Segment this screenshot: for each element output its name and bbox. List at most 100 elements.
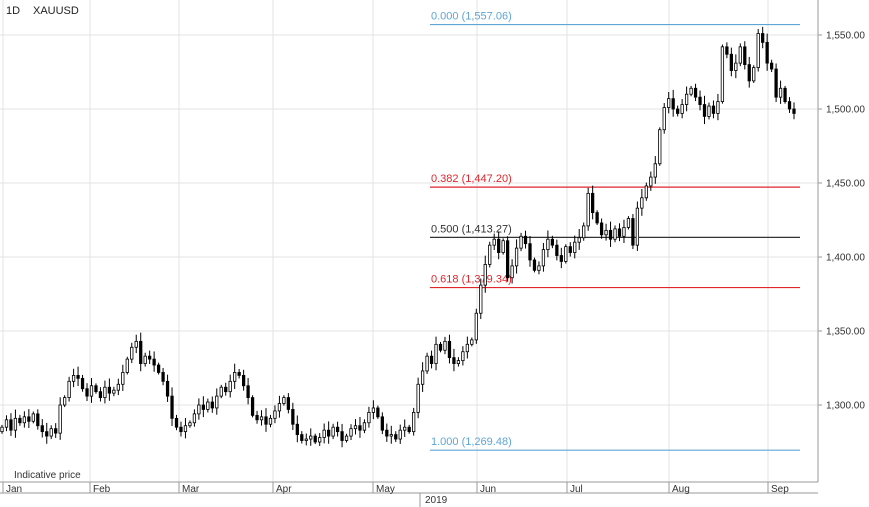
candle-body xyxy=(564,246,568,262)
candle-body xyxy=(259,416,264,421)
x-tick-label: Apr xyxy=(276,484,292,495)
candle-body xyxy=(425,355,429,372)
candle-body xyxy=(322,429,326,438)
candle-body xyxy=(738,46,742,64)
candle-body xyxy=(734,62,738,71)
candle-body xyxy=(684,93,689,105)
candle-body xyxy=(546,238,550,251)
candle-body xyxy=(385,429,389,437)
candle-body xyxy=(456,360,461,364)
candle-body xyxy=(725,46,729,55)
candle-body xyxy=(662,107,666,131)
candle-body xyxy=(219,386,223,397)
x-tick-label: Jan xyxy=(6,484,22,495)
candle-body xyxy=(174,417,179,428)
candle-body xyxy=(188,422,192,427)
x-axis: Jan Feb Mar Apr May Jun Jul Aug Sep xyxy=(0,481,818,507)
candle-body xyxy=(152,358,156,366)
candle-body xyxy=(327,429,331,437)
candle-body xyxy=(215,395,219,409)
candle-body xyxy=(85,388,89,397)
candle-body xyxy=(501,240,505,253)
candle-body xyxy=(340,431,344,441)
candle-body xyxy=(434,343,438,364)
candle-body xyxy=(246,385,250,399)
candle-body xyxy=(367,411,371,424)
candle-body xyxy=(586,192,590,227)
y-grid xyxy=(0,34,818,406)
x-tick-label: Jun xyxy=(480,484,496,495)
candle-body xyxy=(250,397,255,416)
candle-body xyxy=(304,438,308,441)
fibonacci-levels: 0.000 (1,557.06) 0.382 (1,447.20) 0.500 (1… xyxy=(430,11,800,451)
candle-body xyxy=(9,419,13,431)
candle-body xyxy=(161,372,165,382)
candle-body xyxy=(429,355,434,364)
candle-body xyxy=(752,67,756,82)
candle-body xyxy=(407,426,411,433)
candle-body xyxy=(693,87,698,98)
candle-body xyxy=(71,374,76,382)
candle-body xyxy=(555,244,559,256)
candle-body xyxy=(4,419,9,428)
candle-body xyxy=(331,426,335,437)
candle-body xyxy=(103,386,107,398)
candle-body xyxy=(465,343,469,353)
candle-body xyxy=(192,413,197,424)
candle-body xyxy=(156,364,161,373)
candle-body xyxy=(241,374,246,387)
fib-label: 0.382 (1,447.20) xyxy=(431,173,512,185)
fib-label: 1.000 (1,269.48) xyxy=(431,436,512,448)
candle-body xyxy=(31,413,35,422)
candle-body xyxy=(183,425,188,433)
candle-body xyxy=(224,386,228,393)
candle-body xyxy=(134,340,138,348)
candle-body xyxy=(626,218,631,228)
candle-body xyxy=(13,417,18,431)
y-tick-label: 1,400.00 xyxy=(826,253,865,264)
candle-body xyxy=(49,428,53,437)
candle-body xyxy=(139,340,143,364)
fib-label: 0.000 (1,557.06) xyxy=(431,11,512,23)
candle-body xyxy=(63,397,67,406)
fib-label: 0.618 (1,379.34) xyxy=(431,274,512,286)
candle-body xyxy=(488,244,492,265)
candle-body xyxy=(335,426,340,433)
candle-body xyxy=(680,104,684,114)
candle-body xyxy=(394,434,398,440)
candle-body xyxy=(255,414,259,421)
candle-body xyxy=(179,426,183,433)
symbol-label[interactable]: XAUUSD xyxy=(33,5,79,17)
candle-body xyxy=(344,435,349,441)
candle-body xyxy=(649,176,653,187)
candle-body xyxy=(483,263,487,286)
candle-body xyxy=(116,383,120,391)
candle-body xyxy=(380,416,384,431)
candle-body xyxy=(707,105,711,117)
y-axis: 1,550.00 1,500.00 1,450.00 1,400.00 1,350.00… xyxy=(817,0,865,482)
interval-label[interactable]: 1D xyxy=(6,5,20,17)
candle-body xyxy=(747,64,751,82)
y-tick-label: 1,350.00 xyxy=(826,327,865,338)
indicative-price-note: Indicative price xyxy=(14,470,81,481)
candle-body xyxy=(286,397,291,410)
candle-body xyxy=(505,240,510,279)
candle-body xyxy=(716,101,720,114)
candle-body xyxy=(640,197,644,209)
candle-body xyxy=(349,428,353,437)
candle-body xyxy=(67,380,71,399)
candle-body xyxy=(769,62,774,70)
candle-body xyxy=(702,104,707,117)
candle-body xyxy=(201,404,205,410)
candlestick-series xyxy=(0,26,796,448)
candle-body xyxy=(447,340,452,359)
x-tick-label: Jul xyxy=(570,484,583,495)
x-tick-label: Aug xyxy=(672,484,690,495)
candle-body xyxy=(121,372,125,385)
candle-body xyxy=(711,105,716,114)
candle-body xyxy=(210,401,214,409)
candle-body xyxy=(268,417,273,425)
candle-body xyxy=(577,237,581,243)
candle-body xyxy=(309,435,313,440)
